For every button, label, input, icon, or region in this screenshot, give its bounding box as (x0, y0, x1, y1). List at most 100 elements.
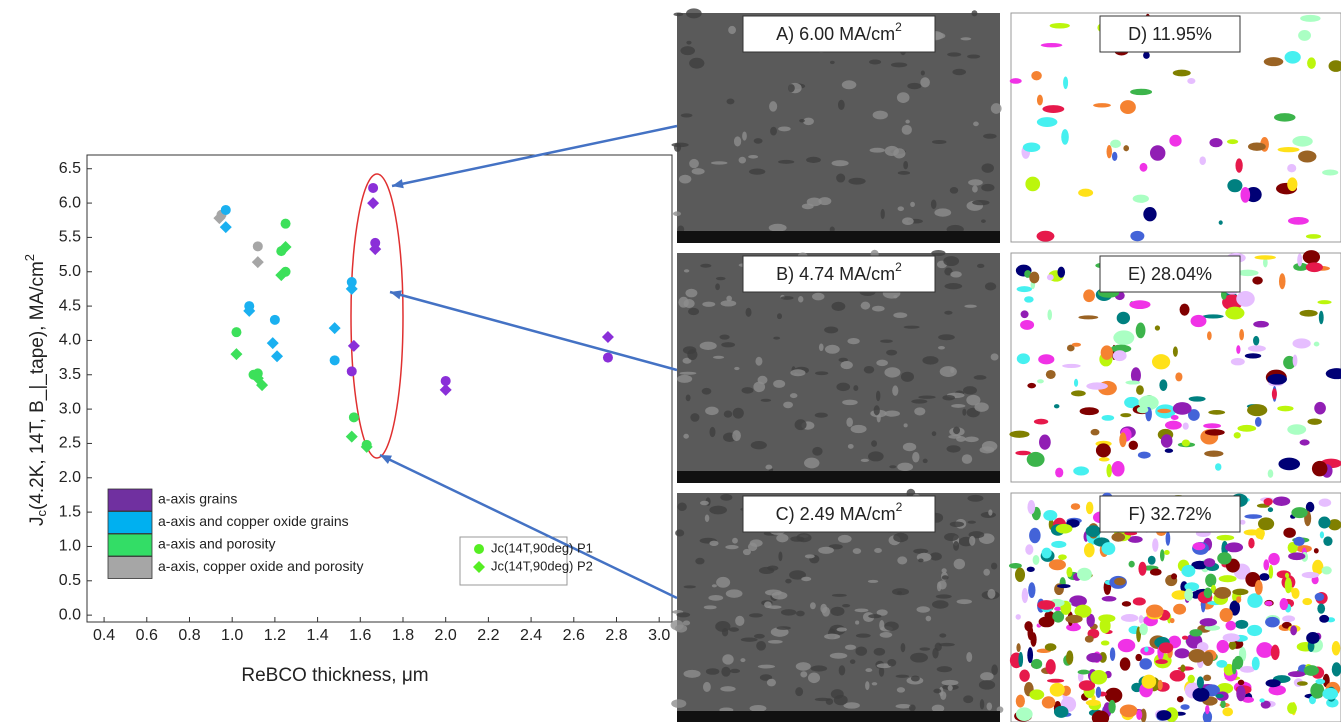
legend-label: Jc(14T,90deg) P1 (491, 540, 593, 555)
segmented-grain (1225, 621, 1236, 631)
segmented-grain (1078, 189, 1093, 197)
segmented-grain (1302, 598, 1312, 605)
sem-grain (892, 385, 898, 395)
sem-grain (778, 160, 794, 164)
sem-grain (938, 346, 945, 350)
segmented-grain (1268, 553, 1279, 565)
segmented-grain (1318, 517, 1330, 529)
segmented-grain (1046, 659, 1056, 674)
segmented-grain (1140, 163, 1148, 172)
legend-marker (474, 544, 484, 554)
segmented-grain (1017, 286, 1032, 292)
segmented-grain (1300, 439, 1310, 445)
sem-grain (750, 705, 767, 712)
sem-grain (855, 608, 869, 612)
sem-grain (869, 60, 881, 65)
segmented-grain (1054, 706, 1069, 718)
sem-grain (853, 385, 858, 391)
segmented-grain (1204, 558, 1215, 567)
highlight-ellipse (351, 174, 403, 458)
sem-grain (868, 451, 884, 461)
sem-grain (897, 92, 910, 103)
sem-grain (778, 552, 782, 562)
sem-grain (770, 127, 777, 136)
sem-grain (673, 211, 681, 216)
segmented-grain (1202, 314, 1223, 318)
segmented-grain (1042, 696, 1056, 708)
segmented-grain (1219, 220, 1223, 224)
segmented-grain (1215, 463, 1221, 471)
segmented-grain (1317, 603, 1325, 613)
sem-grain (750, 539, 763, 546)
segmented-grain (1063, 76, 1068, 89)
segmented-grain (1010, 78, 1022, 84)
arrows (380, 126, 677, 598)
sem-grain (879, 620, 884, 630)
segmented-grain (1247, 404, 1267, 416)
segmented-grain (1223, 633, 1240, 642)
segmented-grain (1187, 78, 1195, 84)
segmented-grain (1306, 632, 1319, 644)
sem-grain (865, 668, 872, 672)
segmented-grain (1073, 466, 1089, 475)
segmented-grain (1322, 169, 1338, 175)
sem-grain (735, 616, 744, 626)
sem-grain (940, 366, 957, 377)
sem-grain (692, 168, 705, 174)
point (230, 348, 242, 360)
point (231, 327, 241, 337)
segmented-grain (1283, 528, 1296, 538)
sem-grain (709, 427, 715, 437)
segmented-grain (1197, 676, 1204, 688)
segmented-grain (1285, 573, 1289, 579)
segmented-grain (1027, 500, 1035, 514)
segmented-grain (1209, 138, 1222, 147)
sem-grain (839, 665, 846, 675)
sem-grain (980, 446, 995, 453)
segmented-grain (1293, 355, 1298, 367)
sem-grain (719, 334, 729, 339)
sem-grain (985, 282, 996, 290)
segmented-grain (1265, 601, 1273, 606)
sem-grain (783, 402, 793, 409)
segmented-grain (1244, 514, 1262, 519)
panel-label: E) 28.04% (1128, 264, 1212, 284)
segmented-grain (1093, 103, 1111, 107)
sem-grain (943, 256, 959, 266)
segmented-grain (1189, 629, 1202, 636)
sem-grain (855, 621, 859, 625)
segmented-grain (1130, 89, 1152, 95)
sem-grain (671, 699, 686, 708)
sem-grain (819, 344, 824, 352)
segmented-grain (1164, 550, 1170, 555)
sem-grain (954, 559, 965, 570)
sem-grain (755, 357, 762, 366)
sem-grain (824, 634, 840, 640)
segmented-grain (1027, 647, 1033, 663)
point (271, 350, 283, 362)
segmented-grain (1023, 143, 1040, 152)
sem-grain (777, 313, 782, 319)
segmented-grain (1120, 100, 1136, 114)
sem-grain (749, 613, 763, 617)
x-tick-label: 2.6 (563, 627, 585, 644)
segmented-grain (1042, 105, 1064, 113)
sem-grain (832, 160, 849, 166)
segmented-grain (1298, 150, 1316, 162)
sem-grain (756, 641, 766, 651)
segmented-grain (1051, 541, 1066, 548)
sem-grain (960, 37, 971, 40)
sem-grain (713, 356, 724, 359)
sem-grain (987, 589, 995, 599)
segmented-grain (1299, 310, 1317, 317)
segmented-grain (1074, 379, 1078, 387)
sem-grain (884, 367, 900, 377)
sem-grain (938, 334, 955, 340)
legend-swatch (108, 534, 152, 556)
sem-grain (812, 447, 822, 456)
x-tick-label: 0.4 (93, 627, 115, 644)
segmented-grain (1121, 614, 1139, 622)
segmented-grain (1231, 358, 1245, 365)
sem-grain (946, 445, 960, 452)
sem-grain (820, 604, 827, 613)
